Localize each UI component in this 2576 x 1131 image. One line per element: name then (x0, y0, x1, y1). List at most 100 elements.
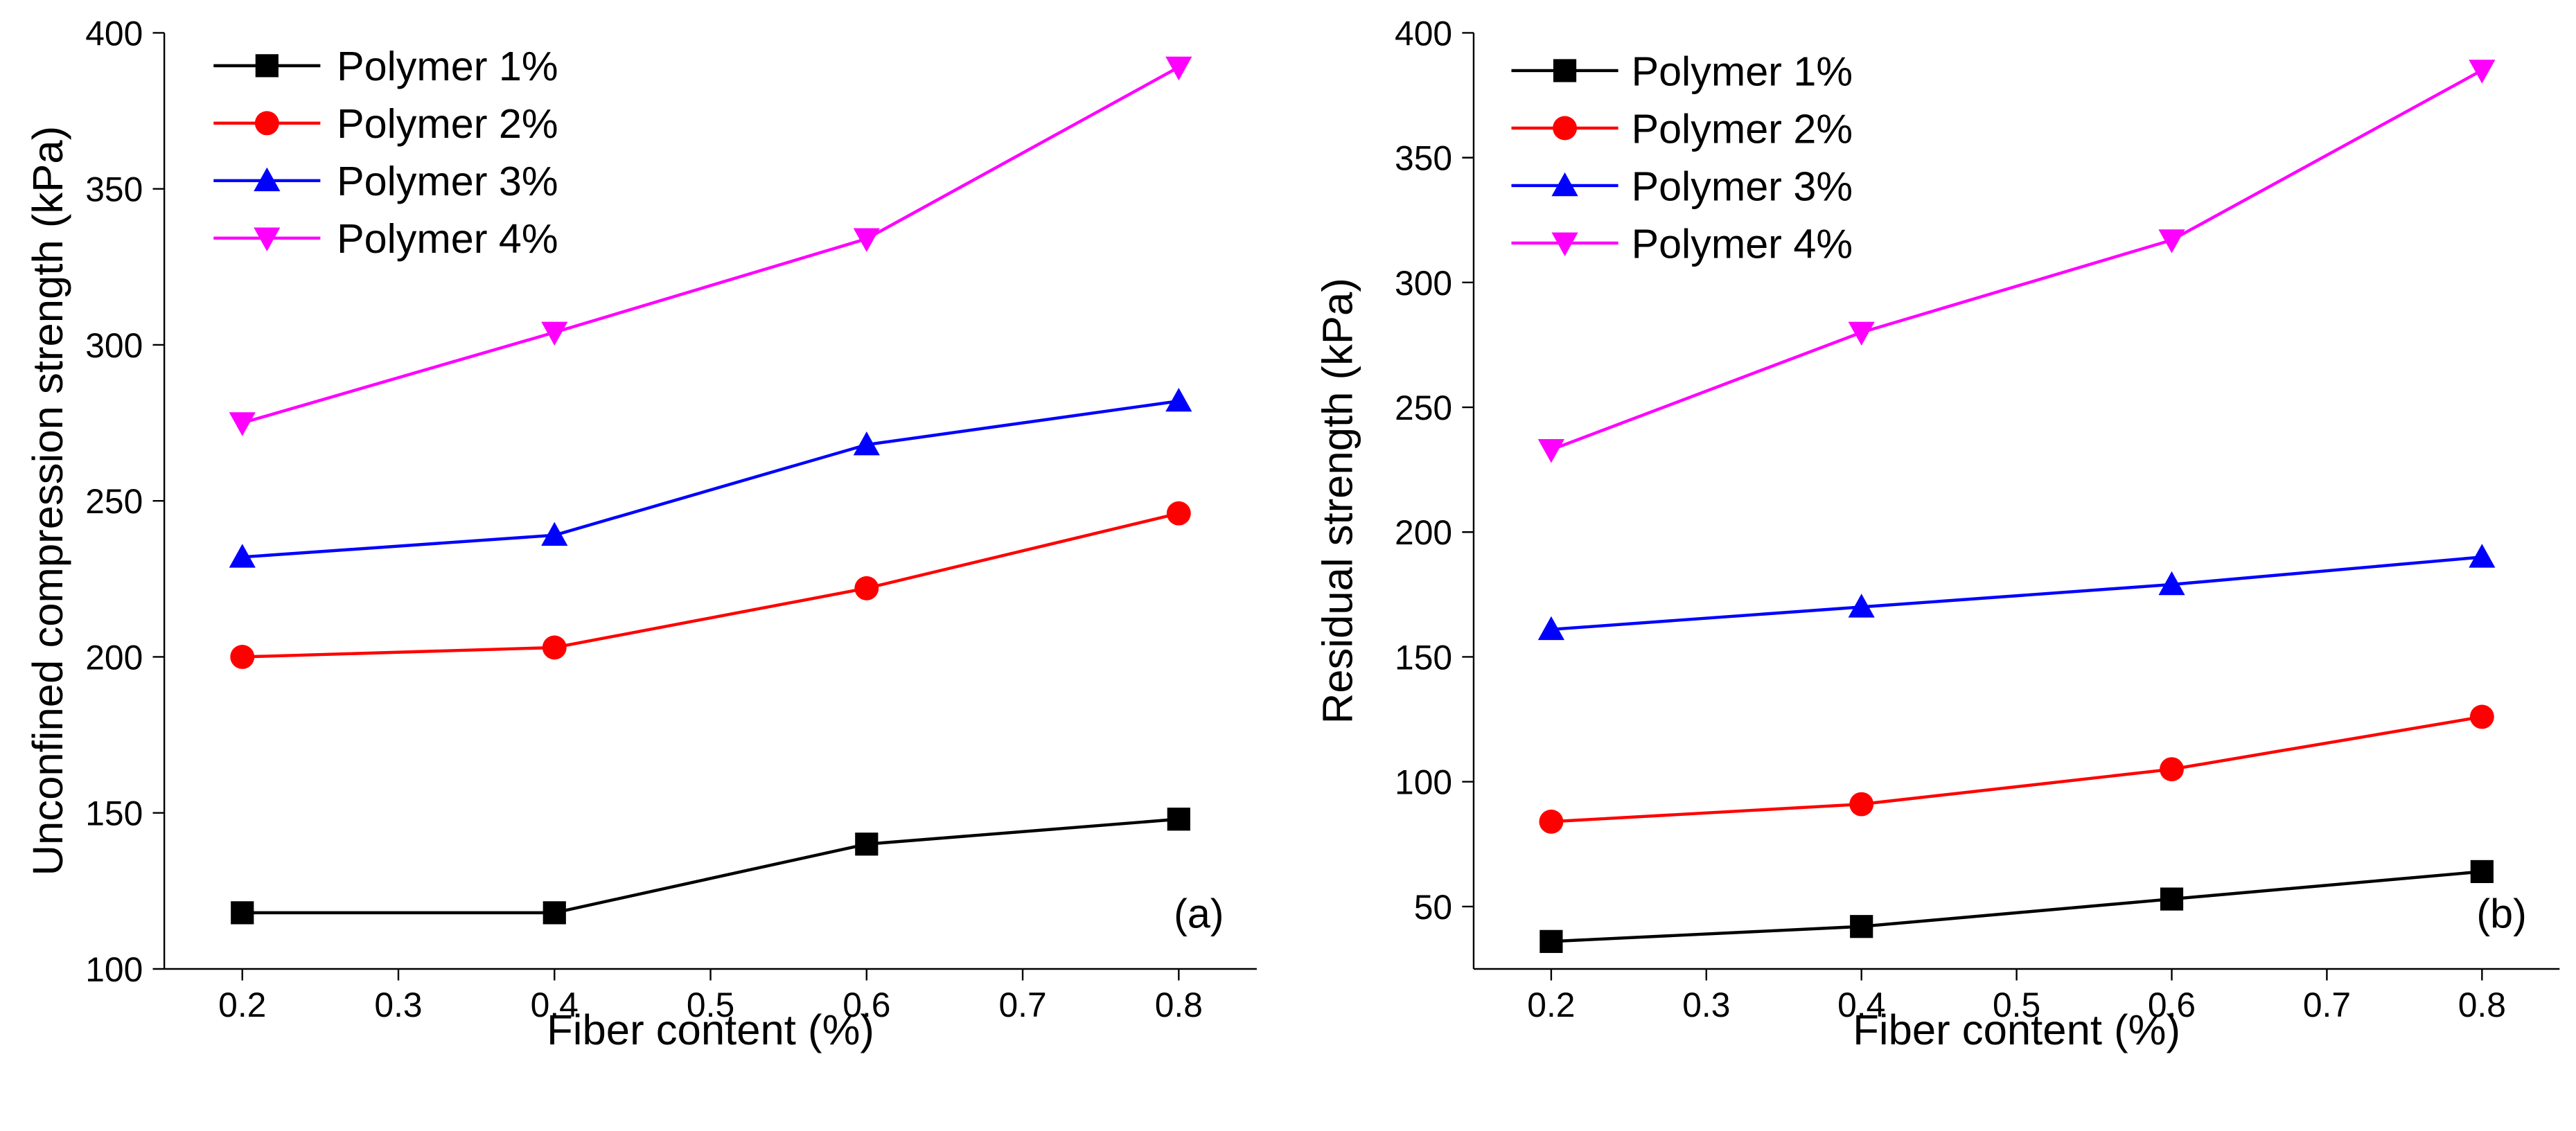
series-line (1551, 870, 2482, 943)
y-tick-label: 250 (1395, 389, 1452, 427)
y-tick-label: 400 (1395, 14, 1452, 53)
y-tick-label: 200 (85, 638, 143, 677)
data-point (855, 832, 879, 856)
x-tick-label: 0.4 (1837, 986, 1885, 1024)
legend-label: Polymer 3% (337, 158, 558, 204)
data-point (854, 576, 879, 600)
series-1 (1540, 860, 2494, 953)
legend-label: Polymer 4% (337, 215, 558, 262)
y-axis-title: Unconfined compression strength (kPa) (24, 126, 72, 876)
legend-label: Polymer 1% (337, 43, 558, 89)
data-point (1165, 387, 1192, 412)
y-tick-label: 300 (85, 326, 143, 365)
x-tick-label: 0.8 (2458, 986, 2506, 1024)
panel-b-chart: 0.2 0.3 0.4 0.5 0.6 0.7 0.8 50 100 150 200 250 300 35… (1314, 14, 2560, 1054)
data-point (2158, 229, 2185, 253)
x-tick-label: 0.6 (843, 986, 890, 1024)
x-tick-label: 0.7 (998, 986, 1046, 1024)
y-tick-label: 200 (1395, 513, 1452, 552)
series-2 (230, 501, 1191, 669)
x-tick-label: 0.8 (1155, 986, 1203, 1024)
data-point (231, 901, 254, 925)
data-point (1165, 56, 1192, 81)
series-line (1551, 69, 2483, 452)
legend-label: Polymer 2% (337, 100, 558, 147)
x-tick-label: 0.2 (218, 986, 266, 1024)
series-line (1551, 555, 2482, 632)
data-point (2160, 757, 2184, 782)
y-tick-label: 100 (1395, 763, 1452, 802)
series-line (242, 399, 1179, 559)
data-point (541, 522, 568, 546)
data-point (853, 228, 880, 252)
y-axis-title: Residual strength (kPa) (1314, 278, 1361, 724)
x-tick-label: 0.7 (2303, 986, 2351, 1024)
data-point (2470, 860, 2494, 884)
data-point (542, 635, 567, 660)
data-point (1537, 439, 1564, 463)
data-point (229, 544, 256, 568)
data-point (2469, 704, 2494, 729)
series-4 (1537, 60, 2496, 463)
x-tick-label: 0.5 (1993, 986, 2040, 1024)
legend: Polymer 1% Polymer 2% Polymer 3% Polymer 4% (213, 43, 558, 262)
data-point (1850, 915, 1873, 938)
legend-label: Polymer 4% (1632, 220, 1853, 267)
data-point (542, 901, 566, 925)
legend-label: Polymer 2% (1632, 105, 1853, 152)
data-point (230, 645, 255, 669)
x-tick-label: 0.4 (531, 986, 579, 1024)
data-point (229, 412, 256, 436)
series-line (242, 66, 1180, 425)
series-3 (229, 387, 1192, 568)
legend-marker (1553, 116, 1577, 141)
x-axis-title: Fiber content (%) (547, 1006, 874, 1054)
legend-label: Polymer 1% (1632, 48, 1853, 94)
y-tick-label: 350 (1395, 139, 1452, 178)
legend-marker (255, 54, 279, 78)
y-tick-label: 300 (1395, 264, 1452, 303)
x-tick-label: 0.2 (1527, 986, 1575, 1024)
legend-marker (254, 111, 279, 136)
legend-marker (254, 167, 281, 192)
data-point (2158, 571, 2185, 596)
x-tick-label: 0.6 (2148, 986, 2196, 1024)
y-tick-label: 400 (85, 14, 143, 53)
series-3 (1537, 544, 2496, 641)
data-point (1540, 929, 1563, 953)
legend-label: Polymer 3% (1632, 163, 1853, 209)
series-2 (1539, 704, 2494, 834)
data-point (2160, 887, 2184, 911)
y-tick-label: 250 (85, 482, 143, 521)
x-axis-title: Fiber content (%) (1853, 1006, 2180, 1054)
y-tick-label: 150 (85, 794, 143, 833)
data-point (2469, 544, 2496, 568)
x-tick-label: 0.3 (374, 986, 422, 1024)
x-tick-label: 0.5 (687, 986, 734, 1024)
series-1 (231, 808, 1190, 925)
legend-marker (1553, 59, 1577, 82)
y-tick-label: 350 (85, 170, 143, 209)
data-point (853, 431, 880, 456)
legend: Polymer 1% Polymer 2% Polymer 3% Polymer 4% (1511, 48, 1853, 267)
y-tick-label: 100 (85, 950, 143, 989)
data-point (1537, 616, 1564, 641)
legend-marker (1551, 232, 1578, 257)
y-tick-label: 50 (1414, 888, 1452, 927)
y-tick-label: 150 (1395, 638, 1452, 677)
data-point (2469, 60, 2496, 84)
data-point (1849, 792, 1874, 817)
panel-label: (a) (1174, 891, 1224, 937)
series-line (242, 817, 1179, 915)
legend-marker (254, 227, 281, 251)
legend-marker (1551, 172, 1578, 197)
data-point (1539, 809, 1564, 834)
series-line (1551, 715, 2482, 823)
data-point (1848, 321, 1875, 346)
data-point (1167, 808, 1190, 831)
series-4 (229, 56, 1192, 436)
data-point (1166, 501, 1191, 526)
panel-a-chart: 0.2 0.3 0.4 0.5 0.6 0.7 0.8 100 150 200 250 300 350 4… (24, 14, 1257, 1054)
data-point (1848, 594, 1875, 618)
